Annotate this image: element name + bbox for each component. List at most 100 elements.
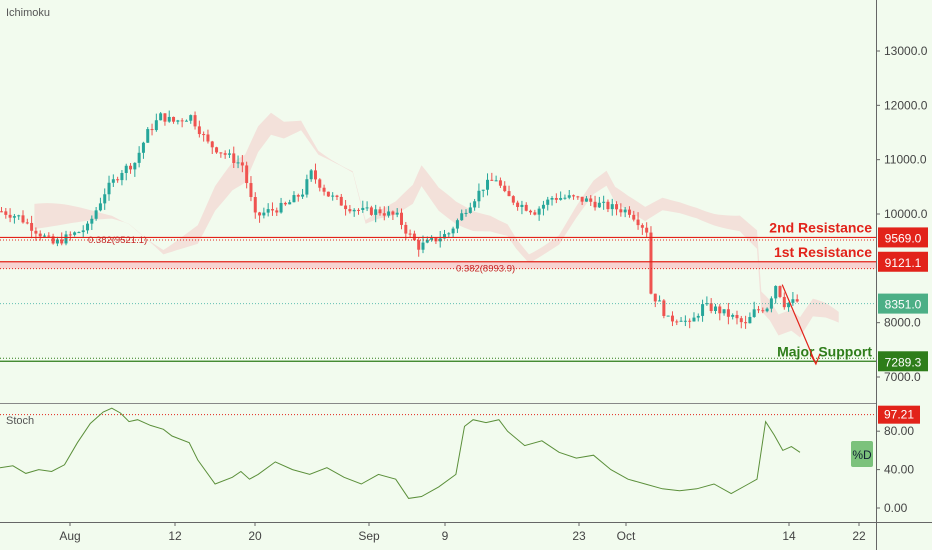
candle bbox=[309, 170, 313, 180]
candle bbox=[219, 152, 223, 154]
candle bbox=[301, 194, 305, 197]
candle bbox=[283, 202, 287, 205]
candle bbox=[529, 210, 533, 213]
candle bbox=[404, 224, 408, 234]
stoch-overbought-tag bbox=[878, 405, 920, 424]
candle bbox=[516, 202, 520, 207]
stoch-pane: 97.21 %D bbox=[0, 405, 920, 499]
candle bbox=[369, 207, 373, 215]
candle bbox=[696, 315, 700, 318]
price-tag-label: 9569.0 bbox=[885, 231, 922, 245]
candle bbox=[8, 214, 12, 218]
candle bbox=[580, 196, 584, 202]
candle bbox=[739, 318, 743, 323]
level-label: 1st Resistance bbox=[774, 244, 872, 260]
candle bbox=[395, 212, 399, 215]
candle bbox=[374, 209, 378, 215]
y-tick-label: 8000.0 bbox=[884, 316, 921, 330]
candle bbox=[184, 120, 188, 122]
price-tag-label: 7289.3 bbox=[885, 355, 922, 369]
candle bbox=[774, 286, 778, 299]
candle bbox=[137, 152, 141, 163]
candle bbox=[670, 315, 674, 322]
candle bbox=[473, 201, 477, 208]
x-tick-label: Oct bbox=[617, 529, 636, 543]
candle bbox=[279, 202, 283, 213]
candle bbox=[322, 187, 326, 192]
candle bbox=[288, 202, 292, 205]
x-tick-label: 20 bbox=[248, 529, 262, 543]
candle bbox=[701, 304, 705, 316]
candle bbox=[572, 195, 576, 197]
candle bbox=[649, 232, 653, 294]
candle bbox=[550, 198, 554, 200]
x-tick-label: 14 bbox=[782, 529, 796, 543]
candle bbox=[335, 195, 339, 197]
candle bbox=[455, 220, 459, 229]
candle bbox=[451, 228, 455, 234]
candle bbox=[365, 207, 369, 209]
stoch-y-tick-label: 0.00 bbox=[884, 501, 908, 515]
ichimoku-cloud bbox=[34, 112, 839, 338]
candle bbox=[344, 205, 348, 210]
candle bbox=[541, 204, 545, 209]
candle bbox=[507, 191, 511, 197]
y-tick-label: 12000.0 bbox=[884, 98, 928, 112]
candle bbox=[55, 239, 59, 244]
candle bbox=[21, 215, 25, 223]
candle bbox=[387, 211, 391, 216]
candle bbox=[348, 209, 352, 212]
y-tick-label: 10000.0 bbox=[884, 207, 928, 221]
stoch-label: Stoch bbox=[6, 415, 34, 427]
candle bbox=[511, 196, 515, 203]
price-tag-label: 9121.1 bbox=[885, 256, 922, 270]
candle bbox=[666, 315, 670, 317]
candle bbox=[124, 165, 128, 174]
candle bbox=[576, 196, 580, 198]
candle bbox=[133, 162, 137, 170]
level-label: 2nd Resistance bbox=[769, 219, 872, 235]
candle bbox=[447, 233, 451, 235]
candle bbox=[636, 219, 640, 226]
candle bbox=[197, 126, 201, 135]
candle bbox=[249, 183, 253, 198]
price-tag bbox=[878, 227, 928, 248]
candle bbox=[163, 113, 167, 122]
candle bbox=[705, 303, 709, 305]
candle bbox=[4, 211, 8, 215]
candle bbox=[443, 234, 447, 239]
candle bbox=[305, 179, 309, 195]
candle bbox=[782, 296, 786, 308]
candle bbox=[722, 309, 726, 314]
x-tick-label: 23 bbox=[572, 529, 586, 543]
candle bbox=[735, 314, 739, 319]
candle bbox=[129, 165, 133, 170]
candle bbox=[339, 196, 343, 206]
candle bbox=[111, 179, 115, 183]
candle bbox=[589, 198, 593, 202]
candle bbox=[116, 179, 120, 181]
candle bbox=[270, 209, 274, 211]
price-tag bbox=[878, 351, 928, 372]
candle bbox=[765, 308, 769, 312]
candle bbox=[86, 223, 90, 231]
candle bbox=[662, 300, 666, 316]
candle bbox=[90, 218, 94, 224]
candle bbox=[567, 195, 571, 198]
candle bbox=[189, 115, 193, 121]
candle bbox=[559, 198, 563, 200]
candle bbox=[361, 207, 365, 210]
candle bbox=[103, 194, 107, 204]
candle bbox=[640, 225, 644, 228]
x-tick-label: 12 bbox=[168, 529, 182, 543]
candle bbox=[494, 180, 498, 182]
candle bbox=[240, 162, 244, 166]
current-price-tag bbox=[878, 293, 928, 314]
stoch-line bbox=[0, 407, 801, 499]
candle bbox=[210, 141, 214, 148]
candle bbox=[258, 212, 262, 216]
x-tick-label: 9 bbox=[442, 529, 449, 543]
candle bbox=[68, 234, 72, 236]
candle bbox=[791, 299, 795, 303]
candle bbox=[653, 293, 657, 302]
